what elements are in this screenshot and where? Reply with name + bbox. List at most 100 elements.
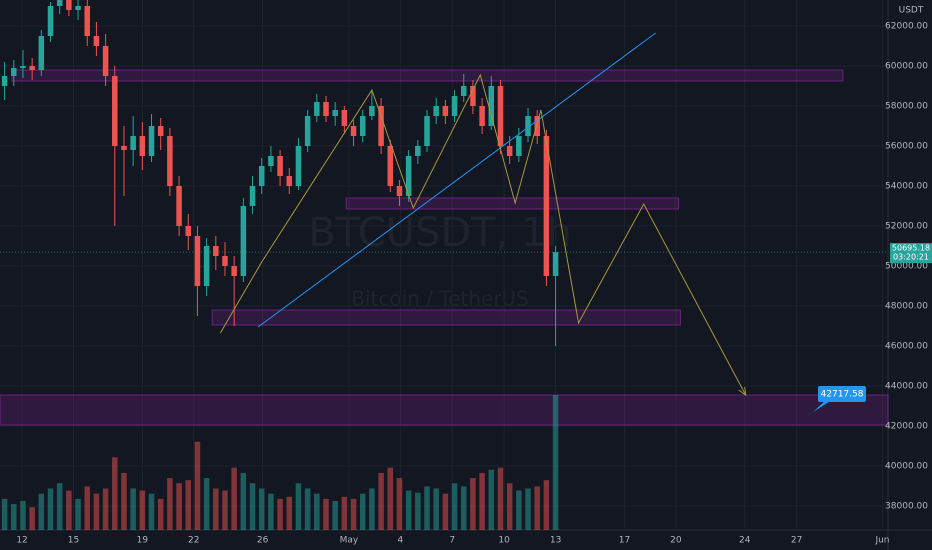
volume-bar [93,493,100,530]
volume-bar [231,467,237,530]
y-tick-label: 56000.00 [885,142,928,152]
y-tick-label: 58000.00 [885,102,928,112]
candle-body [350,126,357,136]
volume-bar [341,496,348,530]
candle-body [112,76,118,146]
callout-pointer [813,400,832,412]
volume-bar [47,488,54,530]
candle-body [167,136,173,186]
volume-bar [387,467,394,530]
volume-bar [56,483,63,530]
volume-bar [350,498,357,530]
candle-body [304,116,311,146]
volume-bar [479,472,485,530]
zone [211,309,681,326]
candle-body [506,146,513,156]
volume-bar [277,498,283,530]
volume-bar [359,493,366,530]
candle-body [286,176,293,186]
x-tick-label: 12 [16,536,27,546]
candle-body [157,126,164,136]
candle-body [56,0,63,6]
volume-bar [470,478,476,530]
volume-bar [38,493,45,530]
arrow-head [738,386,747,397]
candle-body [176,186,182,226]
watermark-subtitle: Bitcoin / TetherUS [351,287,529,311]
volume-bar [258,488,265,530]
trendline [257,32,656,328]
candle-body [369,106,375,116]
candle-body [139,136,146,156]
candle-body [213,246,219,256]
candle-body [258,166,265,186]
candle-body [552,252,559,276]
volume-bar [516,490,522,530]
watermark: BTCUSDT, 1h [308,210,572,256]
x-tick-label: 19 [137,536,149,546]
volume-bar [157,498,164,530]
volume-bar [66,490,72,530]
candle-body [29,66,35,70]
y-tick-label: 60000.00 [885,62,928,72]
x-tick-label: 27 [791,536,802,546]
volume-bar [396,478,403,530]
candle-body [84,6,90,36]
volume-bar [20,500,26,530]
candle-body [378,106,384,146]
volume-bar [525,488,531,530]
candle-body [516,136,522,156]
zone [11,69,844,82]
volume-bar [314,493,320,530]
candle-body [11,68,17,76]
candle-body [332,110,338,116]
projection-path [219,73,747,396]
zone [345,197,680,210]
candle-body [323,102,329,116]
volume-bar [415,492,421,530]
volume-bar [497,467,504,530]
candle-body [359,116,366,136]
x-tick-label: 22 [188,536,199,546]
volume-bar [11,504,17,530]
volume-bar [405,490,412,530]
candle-body [194,236,201,286]
candle-body [387,146,394,186]
candle-body [396,186,403,196]
y-tick-label: 42000.00 [885,422,928,432]
x-tick-label: 24 [739,536,751,546]
y-tick-label: 52000.00 [885,222,928,232]
volume-bar [543,480,550,530]
candle-body [277,156,283,176]
y-tick-label: 38000.00 [885,502,928,512]
volume-bar [332,500,338,530]
candle-body [543,136,550,276]
candle-body [460,86,467,96]
candle-body [38,36,45,70]
y-tick-label: 54000.00 [885,182,928,192]
candle-body [47,6,54,36]
candle-body [341,110,348,126]
candle-body [534,116,540,136]
candle-body [240,206,247,276]
volume-bar [304,488,311,530]
x-tick-label: 17 [619,536,630,546]
candle-body [121,146,127,150]
volume-bar [167,478,173,530]
volume-bar [112,457,118,530]
zone [0,394,889,426]
volume-bar [203,478,210,530]
volume-bar [552,395,559,530]
candle-body [415,146,421,156]
candle-body [451,96,458,116]
last-price-tag [890,243,932,264]
volume-bar [286,496,293,530]
volume-bar [121,472,127,530]
x-tick-label: 15 [68,536,79,546]
candle-body [148,126,155,156]
x-tick-label: 13 [550,536,561,546]
x-tick-label: Jun [874,536,889,546]
candle-body [130,136,136,150]
candle-body [268,156,274,166]
